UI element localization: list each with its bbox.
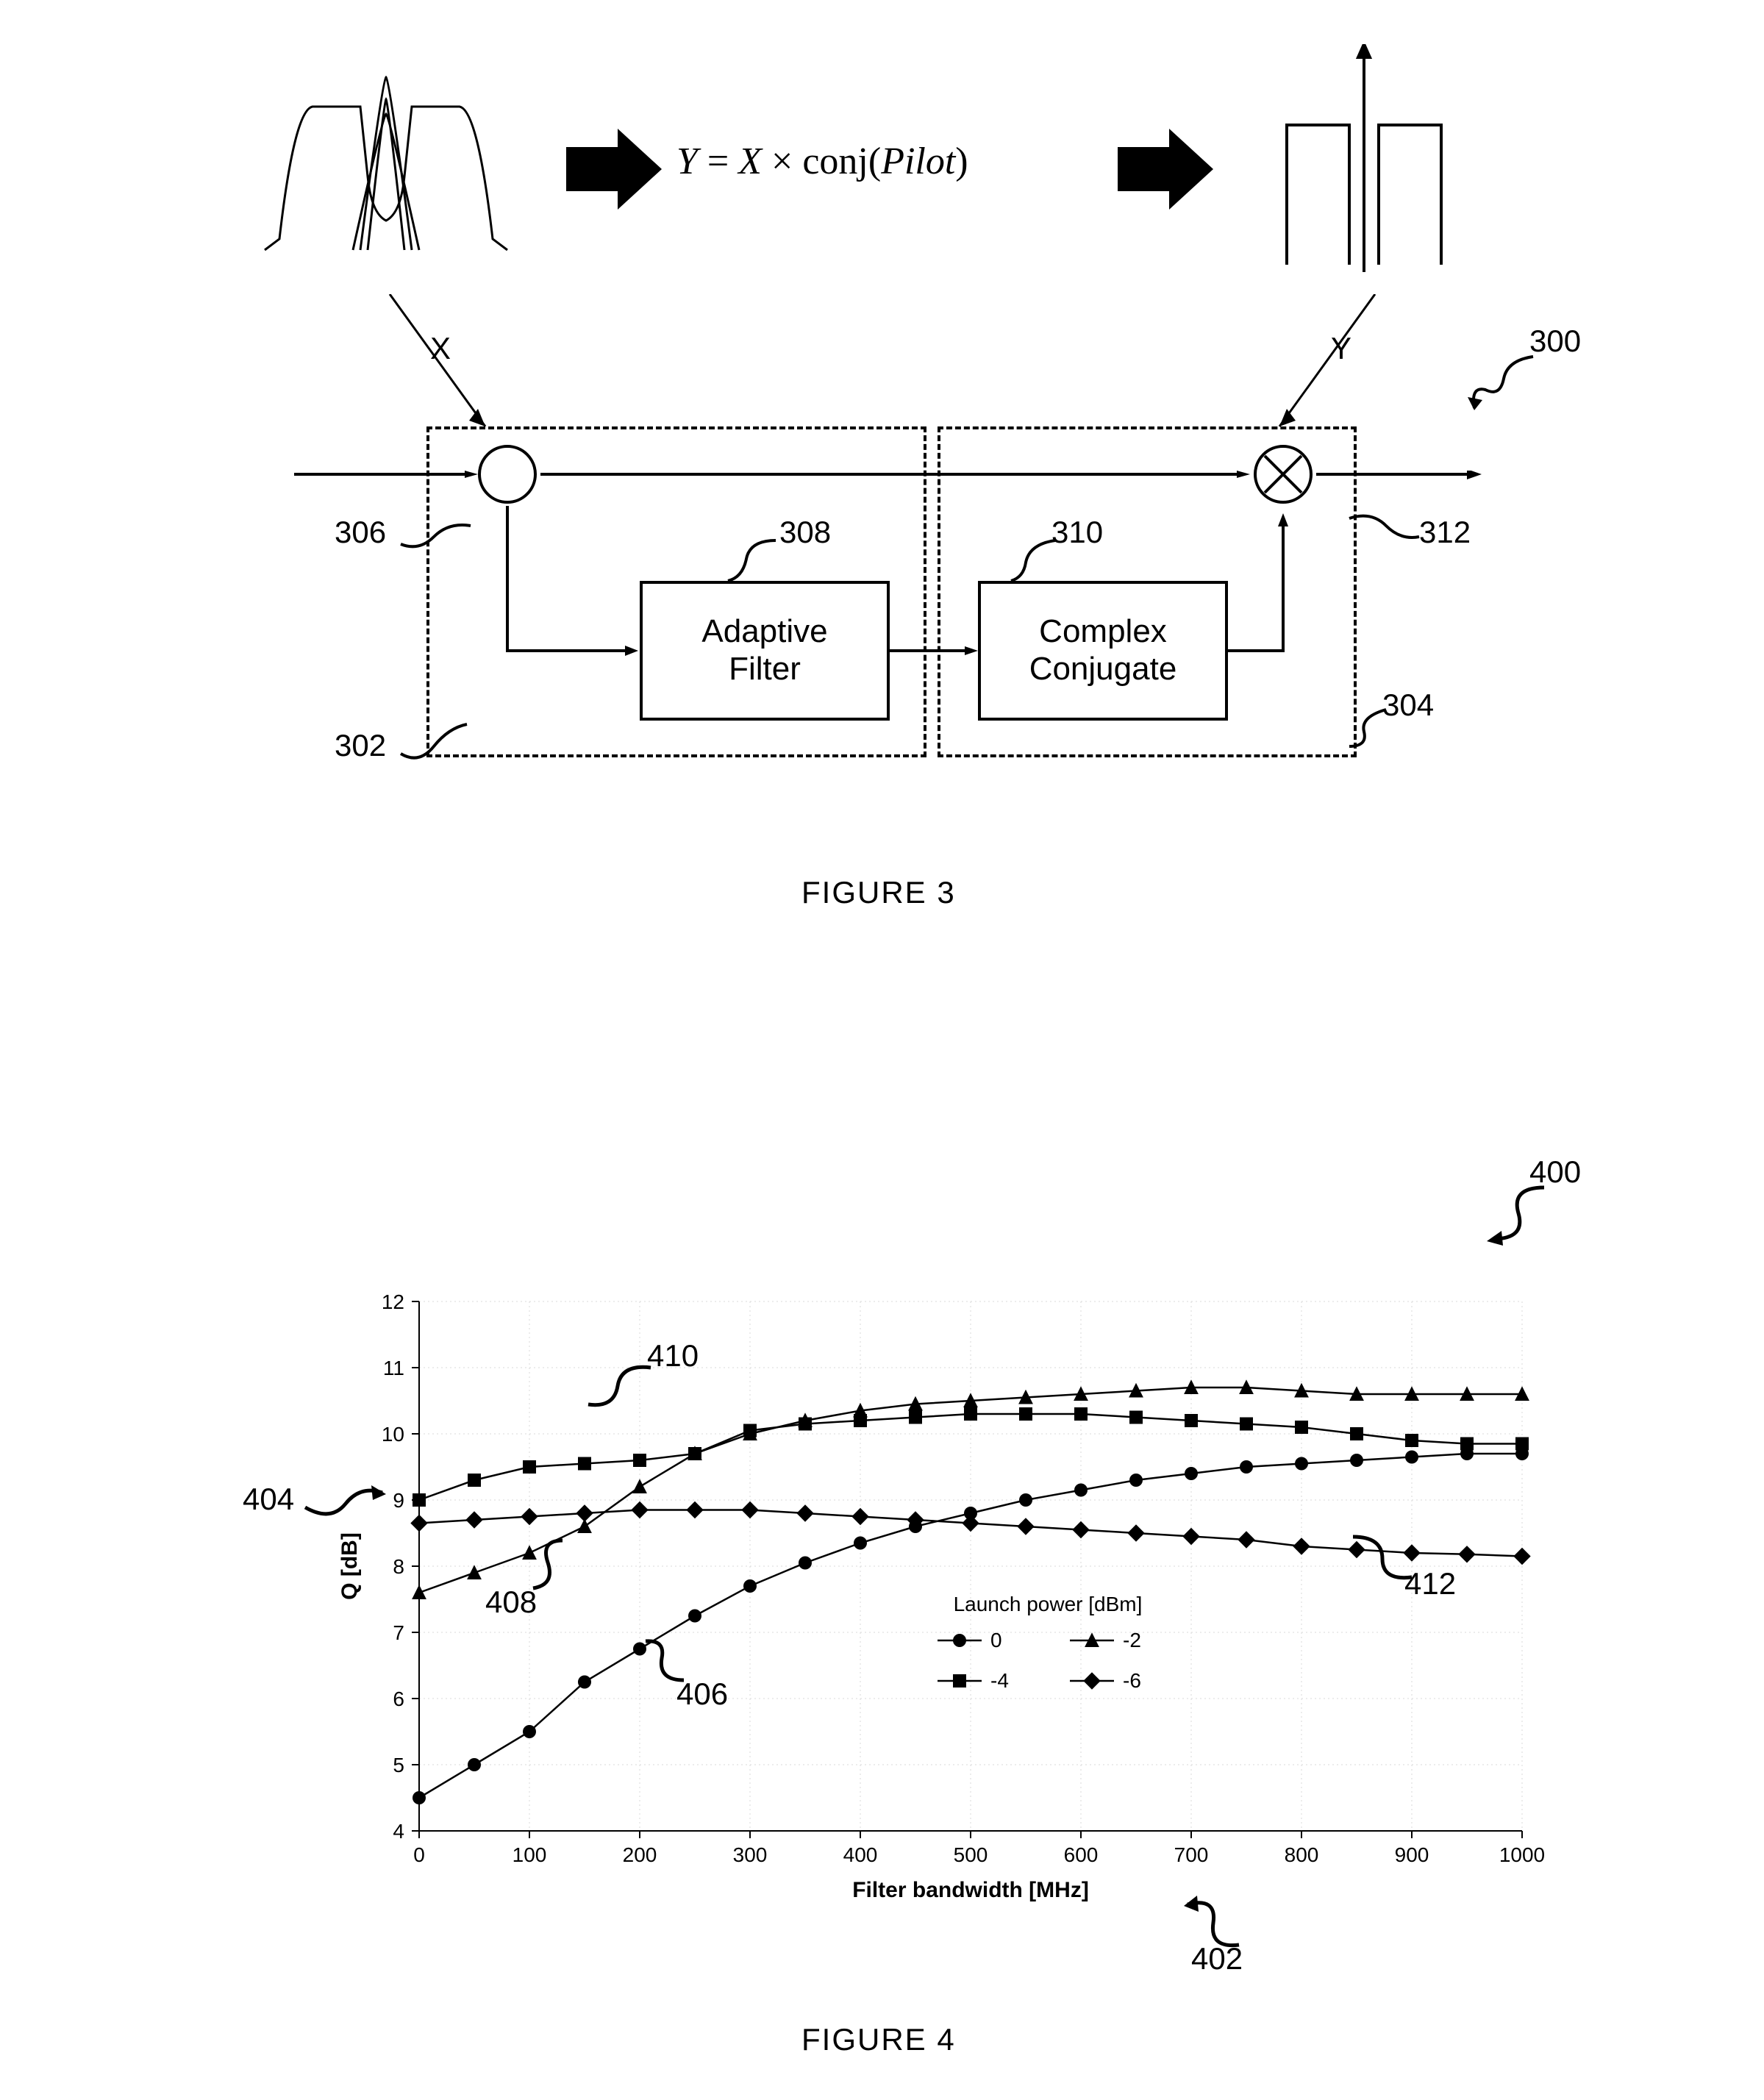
svg-text:4: 4 [393, 1820, 404, 1843]
svg-text:100: 100 [513, 1843, 547, 1866]
svg-text:Launch power [dBm]: Launch power [dBm] [954, 1593, 1143, 1615]
ref-408-sq [522, 1533, 574, 1599]
svg-text:9: 9 [393, 1489, 404, 1512]
ref-410-sq [581, 1364, 662, 1423]
figure4-title: FIGURE 4 [801, 2022, 956, 2057]
svg-text:1000: 1000 [1499, 1843, 1545, 1866]
svg-text:500: 500 [954, 1843, 988, 1866]
svg-text:0: 0 [413, 1843, 425, 1866]
svg-text:8: 8 [393, 1555, 404, 1578]
svg-text:800: 800 [1285, 1843, 1319, 1866]
svg-text:600: 600 [1064, 1843, 1099, 1866]
svg-text:-4: -4 [990, 1669, 1009, 1692]
svg-text:300: 300 [733, 1843, 768, 1866]
svg-text:Filter bandwidth [MHz]: Filter bandwidth [MHz] [852, 1878, 1089, 1902]
svg-text:7: 7 [393, 1621, 404, 1644]
svg-text:-6: -6 [1123, 1669, 1141, 1692]
svg-text:200: 200 [623, 1843, 657, 1866]
ref-406-sq [640, 1632, 699, 1691]
svg-text:400: 400 [843, 1843, 878, 1866]
svg-text:5: 5 [393, 1754, 404, 1776]
svg-text:900: 900 [1395, 1843, 1429, 1866]
svg-text:0: 0 [990, 1629, 1002, 1651]
svg-text:11: 11 [383, 1357, 404, 1379]
svg-text:12: 12 [382, 1290, 404, 1313]
svg-text:6: 6 [393, 1688, 404, 1710]
svg-text:10: 10 [382, 1423, 404, 1446]
svg-text:-2: -2 [1123, 1629, 1141, 1651]
svg-text:700: 700 [1174, 1843, 1209, 1866]
fig4-chart: 0100200300400500600700800900100045678910… [0, 0, 1764, 2100]
ref-402-sq [1176, 1890, 1257, 1956]
ref-412-sq [1346, 1526, 1426, 1592]
svg-text:Q [dB]: Q [dB] [338, 1532, 362, 1600]
